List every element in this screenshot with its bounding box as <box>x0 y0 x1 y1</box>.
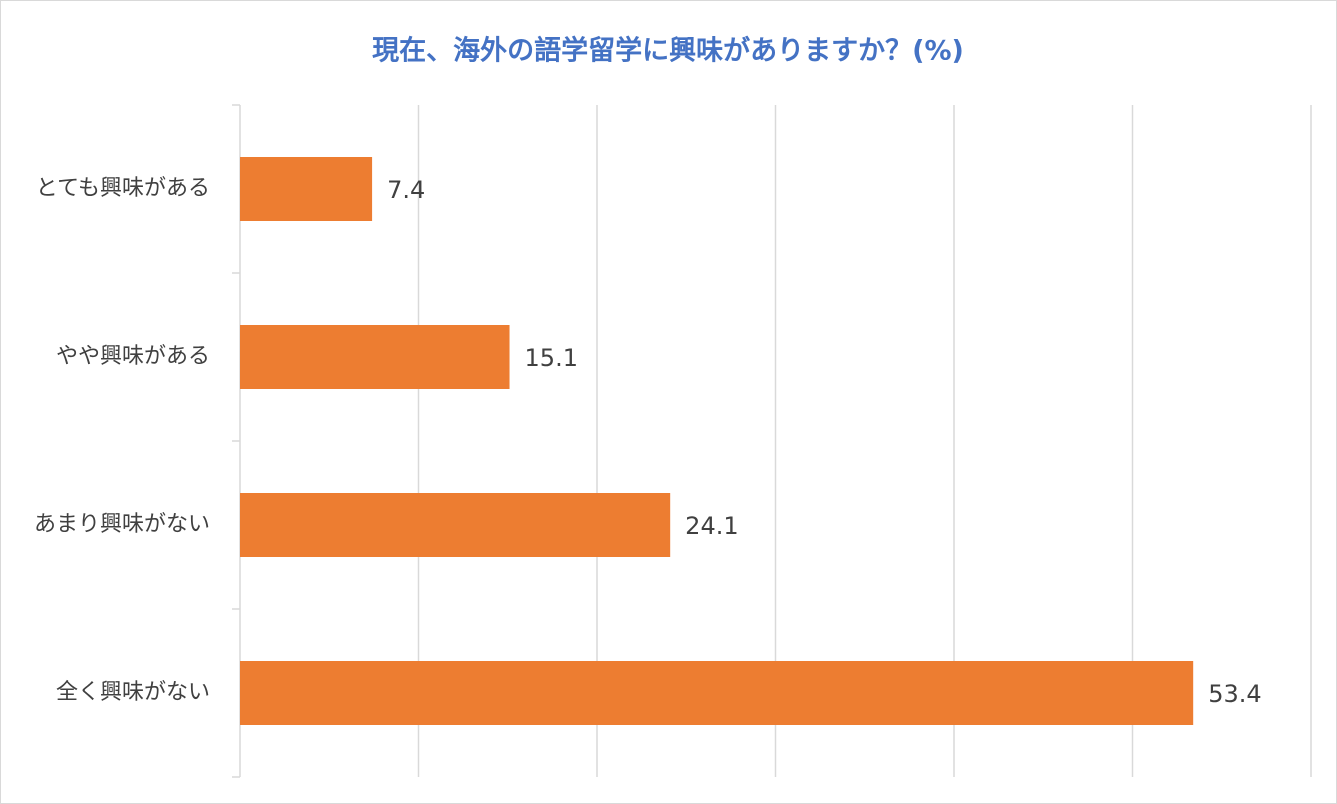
chart-title: 現在、海外の語学留学に興味がありますか？(%) <box>372 35 964 67</box>
value-label: 7.4 <box>387 176 425 204</box>
value-label: 53.4 <box>1208 680 1261 708</box>
y-tick-label: あまり興味がない <box>34 512 210 537</box>
y-tick-label: やや興味がある <box>56 344 210 369</box>
value-label: 24.1 <box>685 512 738 540</box>
bar <box>240 157 373 221</box>
y-tick-label: 全く興味がない <box>56 680 210 705</box>
bar <box>240 493 671 557</box>
y-tick-label: とても興味がある <box>36 176 210 201</box>
bar <box>240 661 1194 725</box>
bar <box>240 325 510 389</box>
value-label: 15.1 <box>525 344 578 372</box>
